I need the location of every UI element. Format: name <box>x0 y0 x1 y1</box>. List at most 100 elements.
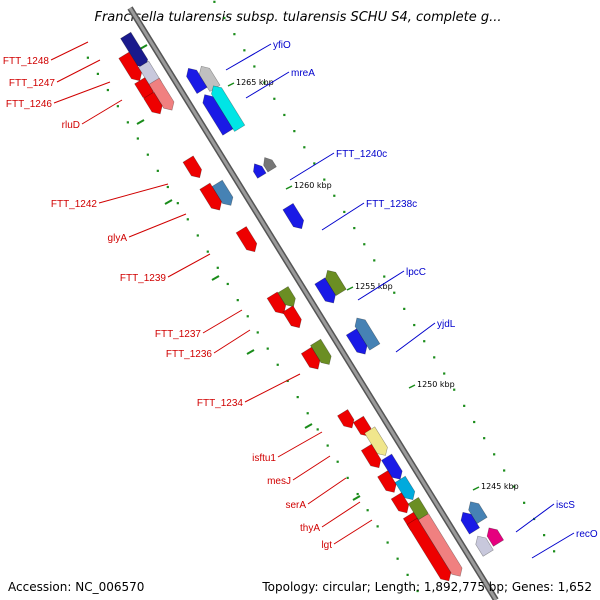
tick-dot <box>523 501 526 504</box>
tick-dot <box>513 485 516 488</box>
leader-line <box>81 99 123 125</box>
gene-label-right: iscS <box>556 500 575 511</box>
tick-dot <box>313 162 316 165</box>
tick-dot <box>176 202 179 205</box>
gene-label-right: yfiO <box>273 40 291 51</box>
tick-dot <box>483 437 486 440</box>
tick-dot <box>336 460 339 463</box>
leader-line <box>245 71 290 99</box>
map-title: Francisella tularensis subsp. tularensis… <box>94 10 501 25</box>
tick-dot <box>216 266 219 269</box>
gene-label-left: rluD <box>62 120 80 131</box>
tick-dot <box>323 178 326 181</box>
gene-block <box>360 443 382 469</box>
tick-connector <box>227 82 235 87</box>
leader-line <box>321 202 365 231</box>
tick-dot <box>106 88 109 92</box>
tick-dot <box>266 347 269 350</box>
tick-dot <box>223 16 226 20</box>
leader-line <box>98 183 169 204</box>
major-tick <box>136 119 145 125</box>
tick-dot <box>553 550 556 553</box>
leader-line <box>395 322 436 353</box>
tick-dot <box>96 72 99 75</box>
tick-dot <box>423 340 426 343</box>
leader-line <box>167 253 211 278</box>
tick-dot <box>243 49 246 52</box>
tick-label: 1255 kbp <box>355 282 393 291</box>
gene-block <box>486 527 505 547</box>
tick-dot <box>276 363 279 366</box>
gene-block <box>253 163 267 179</box>
major-tick <box>352 495 361 501</box>
tick-dot <box>363 243 366 246</box>
gene-block <box>186 67 208 95</box>
tick-dot <box>403 307 406 310</box>
tick-dot <box>343 210 346 214</box>
major-tick <box>139 44 148 50</box>
leader-line <box>289 152 335 181</box>
tick-dots <box>86 0 556 593</box>
gene-block <box>235 226 258 253</box>
tick-dot <box>253 65 256 68</box>
gene-block <box>381 453 403 480</box>
gene-block <box>282 305 302 329</box>
gene-block <box>211 85 246 132</box>
gene-block <box>406 517 452 582</box>
leader-line <box>277 431 323 458</box>
tick-dot <box>166 185 169 189</box>
gene-label-left: FTT_1247 <box>9 78 56 89</box>
gene-label-right: recO <box>576 529 598 540</box>
gene-block <box>377 470 397 493</box>
tick-dot <box>226 282 229 286</box>
leader-line <box>244 373 301 403</box>
tick-dot <box>443 372 446 375</box>
tick-dot <box>493 453 496 456</box>
tick-dot <box>543 534 546 537</box>
leader-line <box>56 59 101 83</box>
gene-label-left: FTT_1237 <box>155 329 202 340</box>
gene-block <box>263 157 277 173</box>
tick-dot <box>453 388 456 391</box>
tick-connector <box>408 384 416 389</box>
tick-dot <box>433 356 436 359</box>
tick-label: 1245 kbp <box>481 482 519 491</box>
gene-block <box>468 501 488 525</box>
tick-dot <box>383 275 386 278</box>
gene-block <box>300 346 321 370</box>
gene-label-left: thyA <box>300 523 320 534</box>
gene-block <box>277 286 296 308</box>
tick-label: 1250 kbp <box>417 380 455 389</box>
tick-dot <box>463 404 466 407</box>
tick-dot <box>416 589 419 593</box>
tick-dot <box>246 315 249 318</box>
gene-label-left: FTT_1248 <box>3 56 50 67</box>
tick-dot <box>116 105 119 108</box>
leader-line <box>53 81 111 104</box>
gene-block <box>460 511 481 535</box>
leader-line <box>333 519 373 545</box>
tick-dot <box>413 323 416 327</box>
gene-block <box>118 51 143 82</box>
tick-dot <box>386 541 389 544</box>
gene-label-right: yjdL <box>437 319 456 330</box>
tick-dot <box>233 33 236 36</box>
gene-block <box>475 535 494 557</box>
leader-line <box>292 455 331 481</box>
tick-dot <box>286 379 289 383</box>
tick-dot <box>373 259 376 262</box>
gene-label-left: lgt <box>321 540 332 551</box>
tick-dot <box>333 194 336 197</box>
gene-label-right: FTT_1238c <box>366 199 417 210</box>
leader-line <box>531 532 575 559</box>
major-tick <box>246 349 255 355</box>
tick-dot <box>146 153 149 156</box>
gene-block <box>345 328 368 355</box>
tick-dot <box>406 573 409 576</box>
tick-dot <box>136 137 139 140</box>
major-tick <box>304 423 313 429</box>
tick-dot <box>156 169 159 172</box>
tick-dot <box>236 299 239 302</box>
leader-line <box>515 503 555 533</box>
backbone <box>127 6 499 600</box>
